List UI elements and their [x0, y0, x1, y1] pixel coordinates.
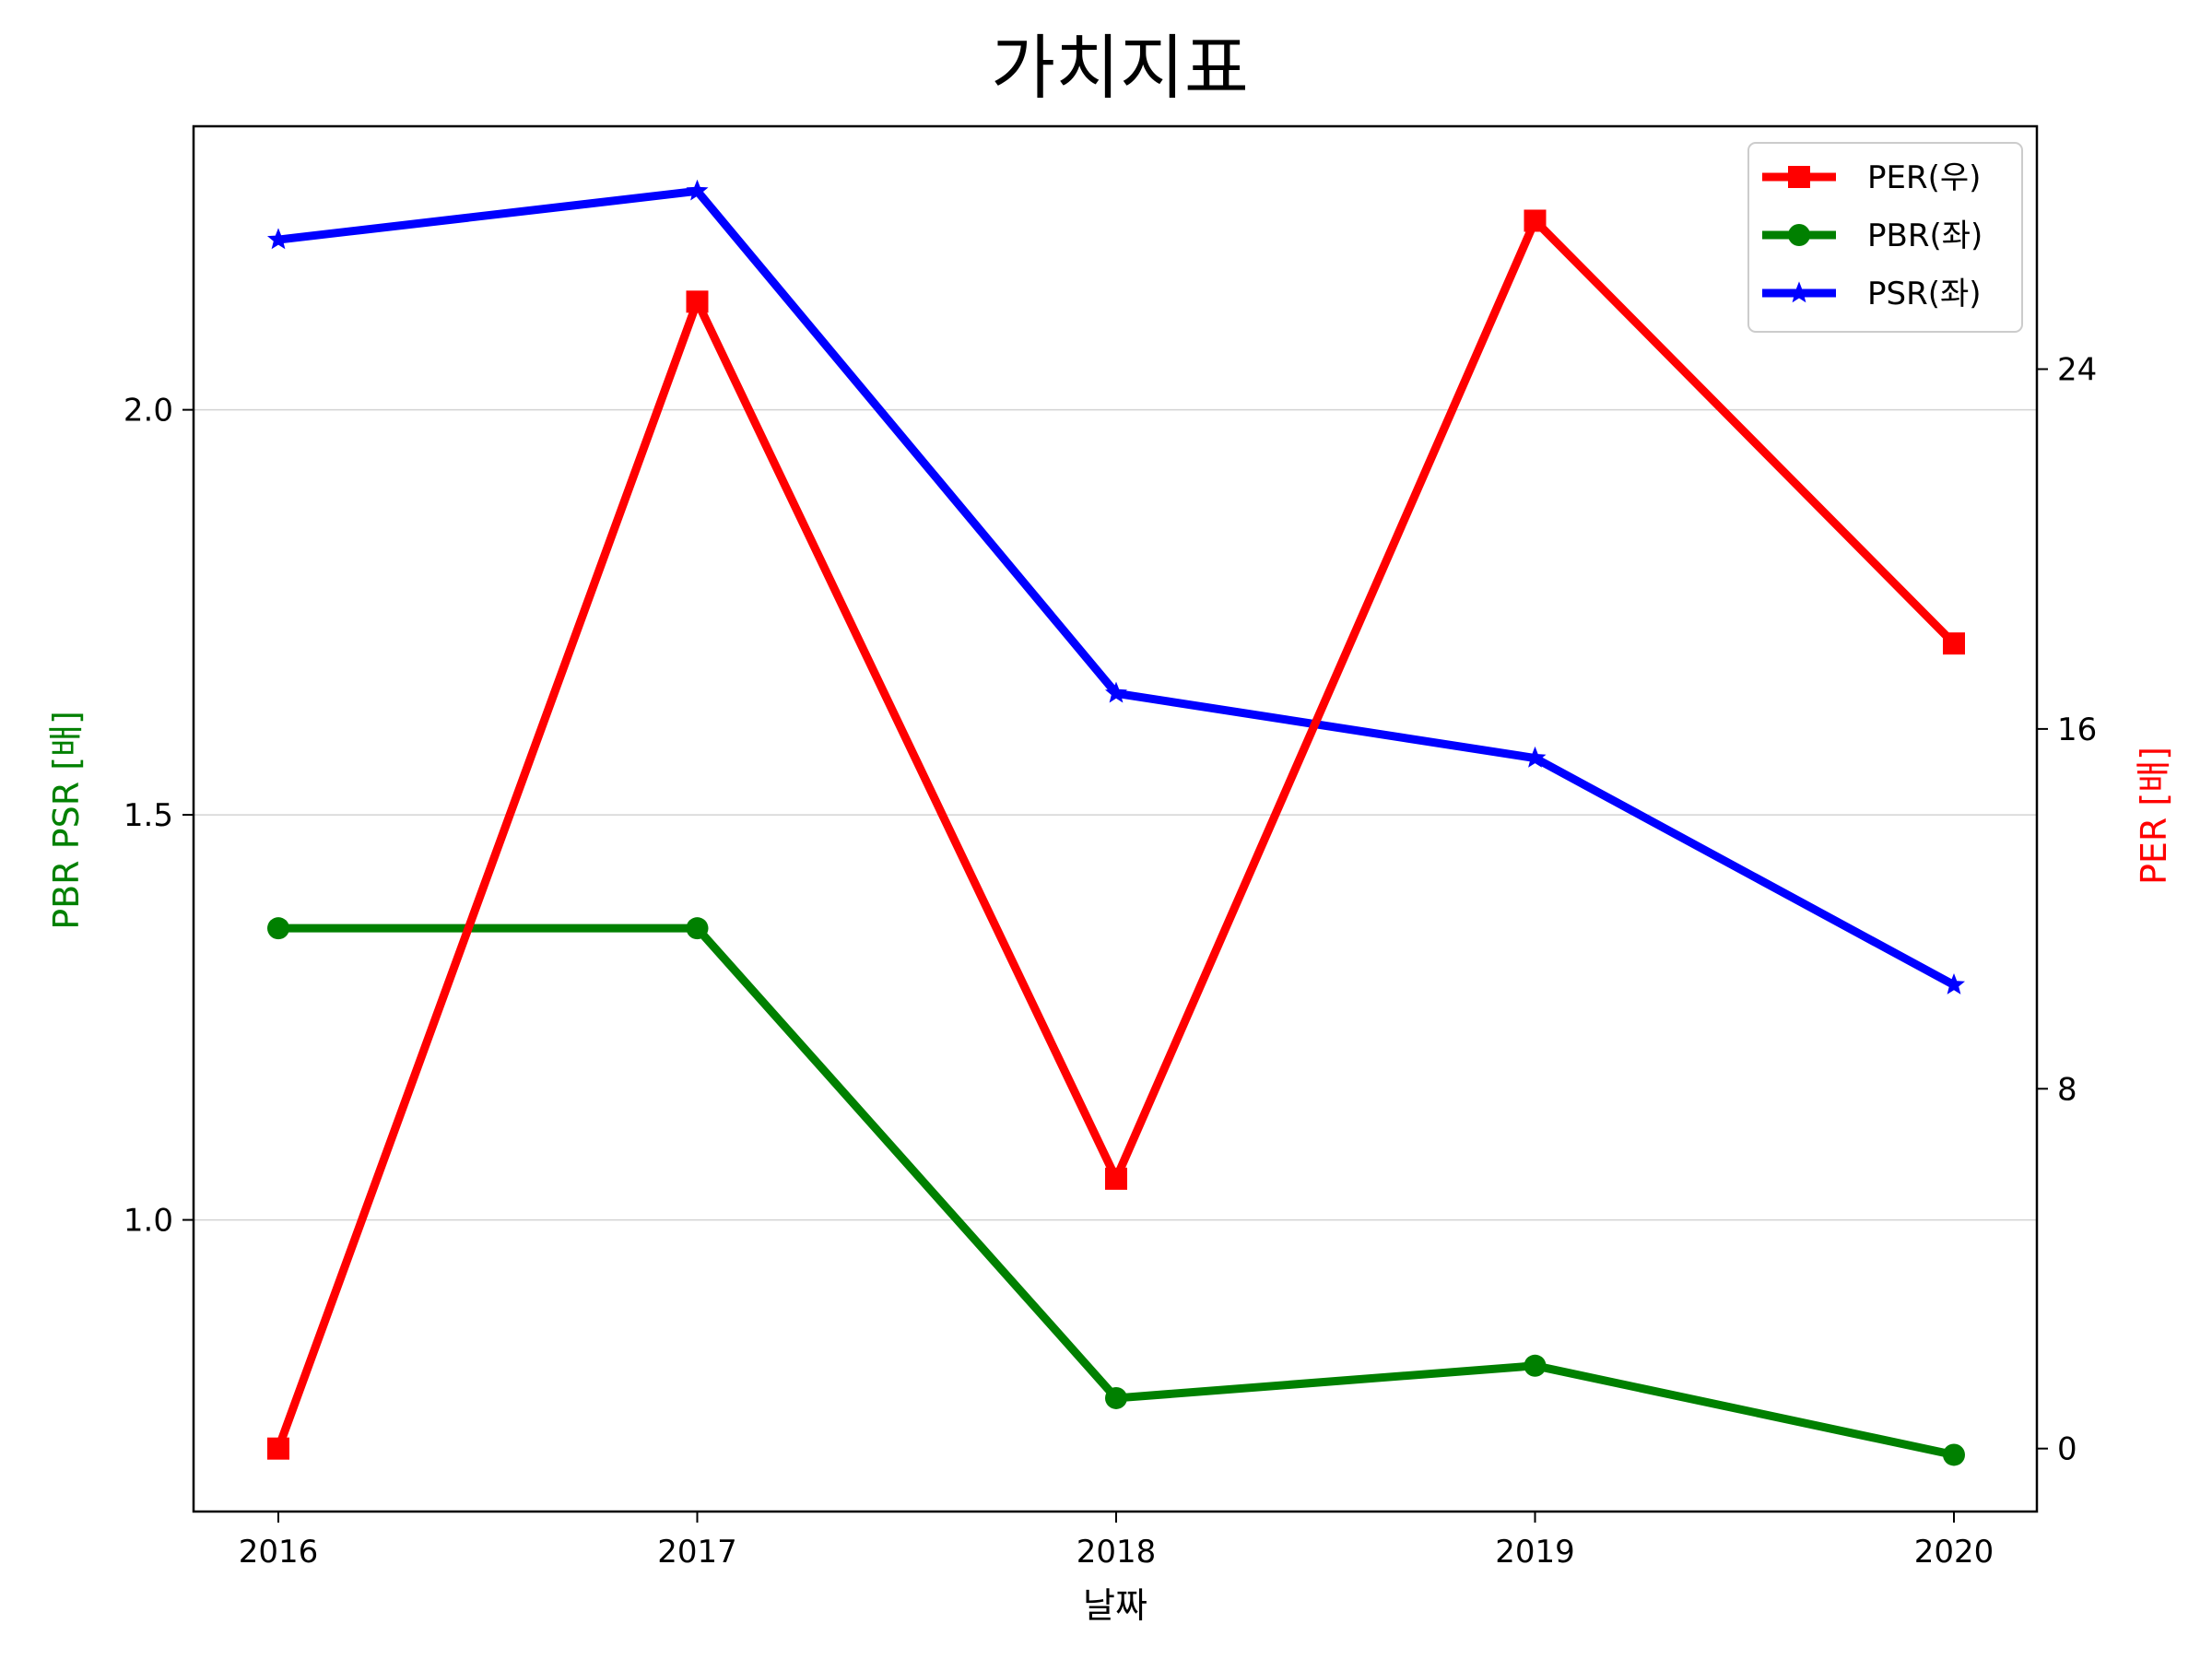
data-point — [267, 228, 289, 250]
data-point — [1105, 681, 1127, 703]
x-tick-label: 2019 — [1495, 1534, 1575, 1571]
y-axis-right-label: PER [배] — [2134, 747, 2174, 885]
legend-marker — [1788, 281, 1810, 303]
x-tick-label: 2020 — [1914, 1534, 1994, 1571]
y-axis-right: 0 8 16 24 — [2037, 352, 2097, 1468]
legend-box — [1747, 142, 2023, 333]
data-point — [267, 917, 289, 940]
data-point — [1524, 746, 1547, 768]
legend-label: PER(우) — [1867, 159, 1981, 196]
legend-entry: PSR(좌) — [1762, 276, 1982, 312]
legend-entry: PER(우) — [1762, 159, 1981, 196]
x-tick-label: 2018 — [1077, 1534, 1157, 1571]
data-point — [686, 290, 709, 313]
x-tick-label: 2017 — [657, 1534, 737, 1571]
grid-lines — [194, 408, 2037, 1221]
data-point — [1105, 1386, 1127, 1409]
series-layer — [267, 179, 1965, 1466]
series-PER(우) — [267, 209, 1965, 1460]
legend: PER(우) PBR(좌) PSR(좌) — [1747, 142, 2023, 333]
y-left-tick-label: 2.0 — [124, 393, 173, 429]
y-left-tick-label: 1.5 — [124, 797, 173, 834]
data-point — [267, 1437, 289, 1460]
data-point — [1943, 1443, 1965, 1466]
chart-title: 가치지표 — [991, 27, 1249, 109]
data-point — [1943, 632, 1965, 655]
y-right-tick-label: 0 — [2057, 1431, 2077, 1468]
series-PSR(좌) — [267, 179, 1965, 994]
data-point — [686, 917, 709, 940]
data-point — [1524, 1354, 1547, 1377]
y-right-tick-label: 8 — [2057, 1071, 2077, 1108]
data-point — [686, 179, 709, 201]
legend-entry: PBR(좌) — [1762, 218, 1983, 254]
legend-marker — [1788, 224, 1810, 246]
y-axis-left-label: PBR PSR [배] — [46, 711, 87, 930]
y-axis-left: 1.0 1.5 2.0 — [124, 393, 194, 1240]
data-point — [1105, 1167, 1127, 1190]
legend-marker — [1788, 166, 1810, 188]
data-point — [1943, 973, 1965, 994]
x-axis: 2016 2017 2018 2019 2020 — [239, 1512, 1994, 1571]
legend-label: PSR(좌) — [1867, 276, 1982, 312]
y-right-tick-label: 16 — [2057, 712, 2097, 748]
y-left-tick-label: 1.0 — [124, 1203, 173, 1240]
legend-label: PBR(좌) — [1867, 218, 1983, 254]
data-point — [1524, 209, 1547, 232]
x-tick-label: 2016 — [239, 1534, 319, 1571]
y-right-tick-label: 24 — [2057, 352, 2097, 389]
series-PBR(좌) — [267, 917, 1965, 1466]
x-axis-label: 날짜 — [1083, 1585, 1147, 1626]
